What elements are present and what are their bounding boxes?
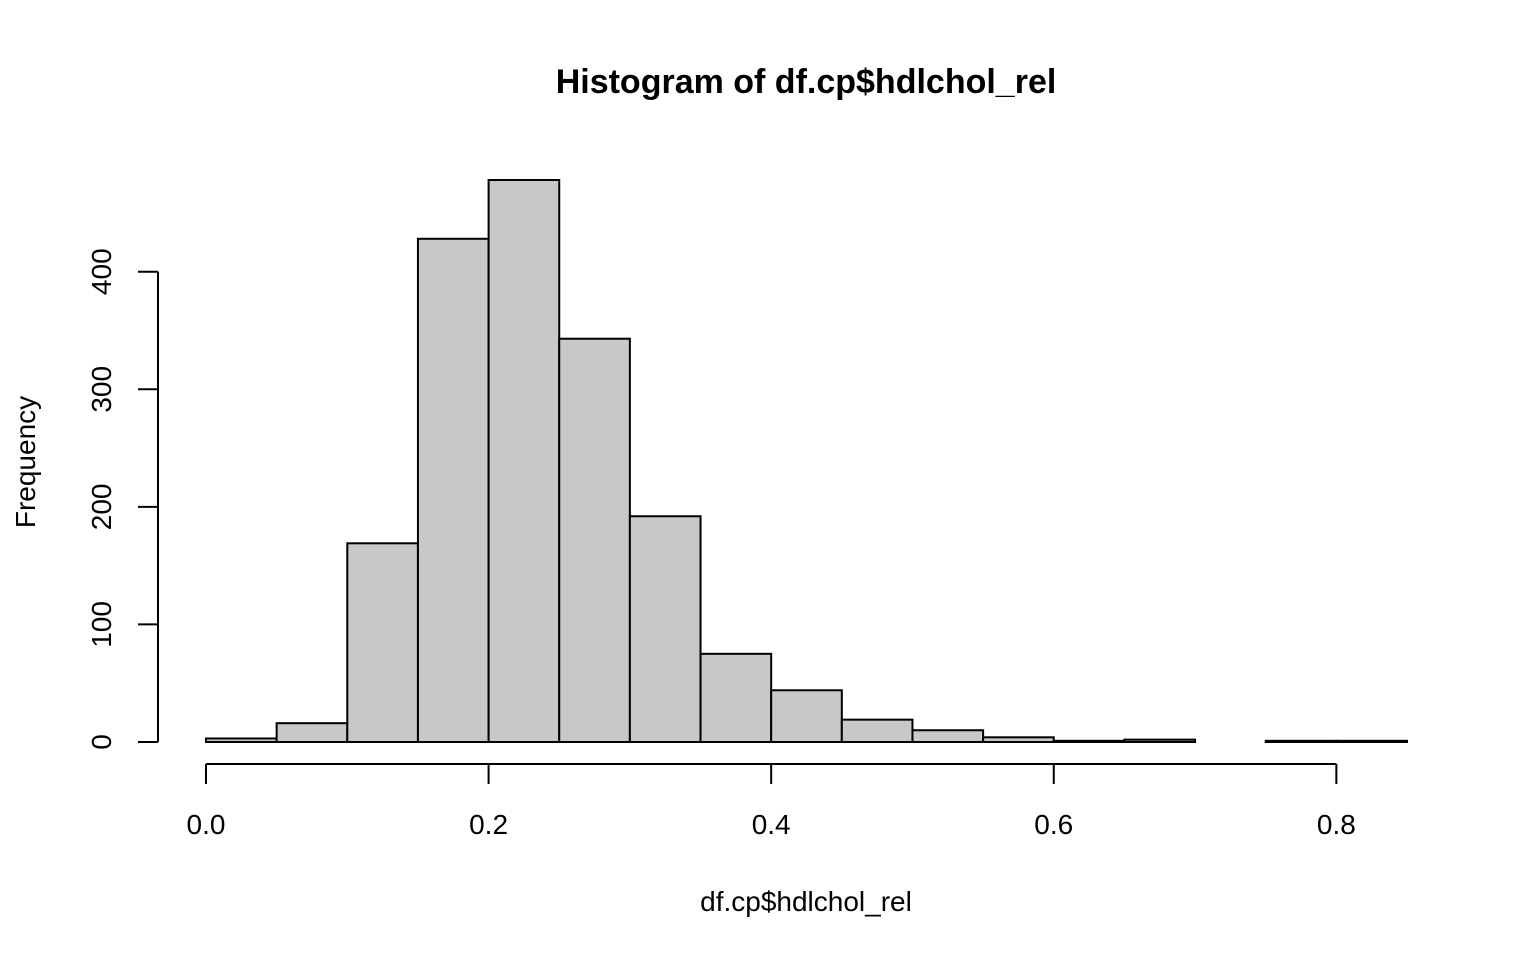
chart-title: Histogram of df.cp$hdlchol_rel (556, 63, 1057, 101)
x-axis-label: df.cp$hdlchol_rel (700, 886, 912, 917)
x-tick-label: 0.6 (1034, 809, 1073, 840)
histogram-bar (1335, 739, 1408, 744)
histogram-bar (275, 722, 349, 744)
x-tick-label: 0.0 (187, 809, 226, 840)
histogram-bar (699, 652, 773, 743)
histogram-bar (982, 736, 1055, 743)
y-tick-label: 300 (86, 366, 117, 413)
y-axis-label: Frequency (10, 396, 41, 528)
histogram-bar (840, 718, 914, 743)
histogram-bar (1264, 739, 1338, 744)
histogram-bar (487, 179, 561, 743)
x-tick-label: 0.4 (752, 809, 791, 840)
histogram-bar (558, 337, 631, 743)
y-axis: 0 100 200 300 400 (86, 248, 159, 750)
y-tick-label: 400 (86, 248, 117, 295)
y-tick-label: 0 (86, 734, 117, 750)
histogram-bar (628, 515, 702, 743)
histogram-bar (416, 237, 490, 743)
histogram-bar (205, 737, 278, 743)
histogram-bar (1052, 739, 1126, 744)
y-tick-label: 200 (86, 483, 117, 530)
x-tick-label: 0.2 (469, 809, 508, 840)
bars-group (205, 179, 1408, 744)
x-axis: 0.0 0.2 0.4 0.6 0.8 (187, 763, 1356, 840)
histogram-bar (770, 689, 843, 743)
histogram-bar (346, 542, 419, 744)
histogram-bar (1123, 738, 1197, 744)
x-tick-label: 0.8 (1317, 809, 1356, 840)
y-tick-label: 100 (86, 601, 117, 648)
histogram-bar (911, 729, 985, 743)
